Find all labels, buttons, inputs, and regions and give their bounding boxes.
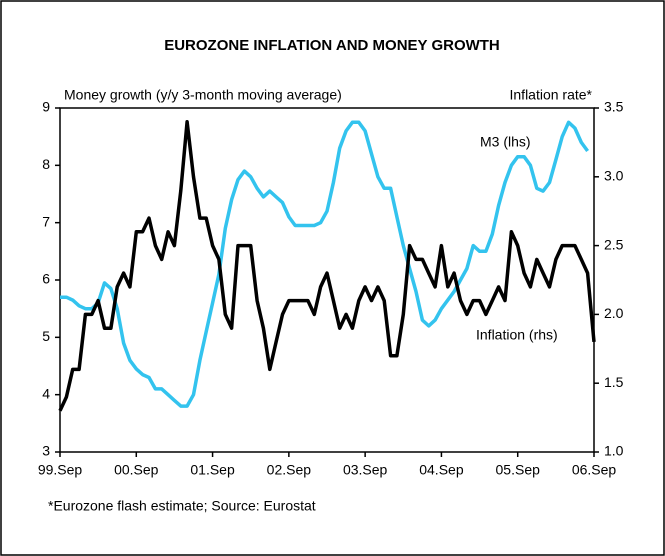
y-tick-label: 8 <box>42 156 50 172</box>
y-tick-label: 9 <box>42 99 50 115</box>
y2-axis-label: Inflation rate* <box>510 87 593 103</box>
y2-tick-label: 3.5 <box>604 99 624 115</box>
footnote: *Eurozone flash estimate; Source: Eurost… <box>48 498 316 514</box>
x-tick-label: 06.Sep <box>572 462 617 478</box>
y-axis-label: Money growth (y/y 3-month moving average… <box>64 87 342 103</box>
x-tick-label: 00.Sep <box>114 462 159 478</box>
x-tick-label: 02.Sep <box>267 462 312 478</box>
series-line <box>60 120 590 408</box>
y-tick-label: 3 <box>42 443 50 459</box>
chart-title: EUROZONE INFLATION AND MONEY GROWTH <box>164 37 500 54</box>
y-tick-label: 7 <box>42 213 50 229</box>
series-line <box>58 120 596 412</box>
x-tick-label: 05.Sep <box>496 462 541 478</box>
x-tick-label: 99.Sep <box>38 462 83 478</box>
y-tick-label: 4 <box>42 385 50 401</box>
y-tick-label: 6 <box>42 271 50 287</box>
x-tick-label: 03.Sep <box>343 462 388 478</box>
y2-tick-label: 3.0 <box>604 168 624 184</box>
x-tick-label: 04.Sep <box>419 462 464 478</box>
y2-tick-label: 1.0 <box>604 443 624 459</box>
y2-tick-label: 1.5 <box>604 374 624 390</box>
y2-tick-label: 2.0 <box>604 305 624 321</box>
legend-label: Inflation (rhs) <box>476 327 558 343</box>
y-tick-label: 5 <box>42 328 50 344</box>
legend-label: M3 (lhs) <box>480 134 531 150</box>
x-tick-label: 01.Sep <box>190 462 235 478</box>
y2-tick-label: 2.5 <box>604 236 624 252</box>
